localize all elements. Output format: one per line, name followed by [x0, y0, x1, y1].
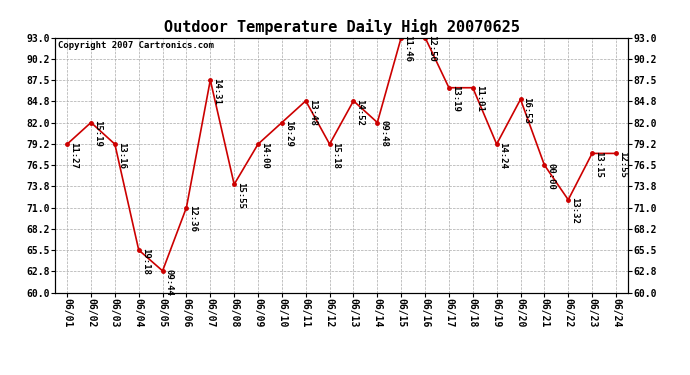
Text: 13:19: 13:19 [451, 86, 460, 112]
Text: 12:50: 12:50 [427, 35, 436, 62]
Text: 14:24: 14:24 [499, 142, 508, 169]
Text: Copyright 2007 Cartronics.com: Copyright 2007 Cartronics.com [58, 41, 214, 50]
Text: 11:46: 11:46 [403, 35, 412, 62]
Title: Outdoor Temperature Daily High 20070625: Outdoor Temperature Daily High 20070625 [164, 19, 520, 35]
Text: 11:27: 11:27 [69, 142, 78, 169]
Text: 12:36: 12:36 [188, 205, 197, 232]
Text: 00:00: 00:00 [546, 163, 555, 189]
Text: 11:01: 11:01 [475, 86, 484, 112]
Text: 15:55: 15:55 [236, 182, 245, 209]
Text: 16:53: 16:53 [522, 97, 531, 124]
Text: 12:55: 12:55 [618, 151, 627, 178]
Text: 09:44: 09:44 [164, 268, 173, 296]
Text: 14:52: 14:52 [355, 99, 364, 125]
Text: 09:48: 09:48 [380, 120, 388, 147]
Text: 15:18: 15:18 [331, 142, 341, 169]
Text: 13:48: 13:48 [308, 99, 317, 125]
Text: 15:19: 15:19 [93, 120, 102, 147]
Text: 14:31: 14:31 [213, 78, 221, 105]
Text: 19:18: 19:18 [141, 248, 150, 274]
Text: 13:32: 13:32 [570, 198, 579, 224]
Text: 16:29: 16:29 [284, 120, 293, 147]
Text: 14:00: 14:00 [260, 142, 269, 169]
Text: 13:16: 13:16 [117, 142, 126, 169]
Text: 13:15: 13:15 [594, 151, 603, 178]
